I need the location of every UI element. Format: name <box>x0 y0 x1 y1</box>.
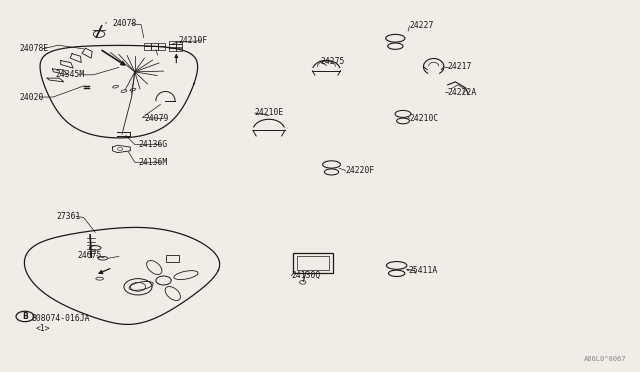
Text: 24222A: 24222A <box>448 88 477 97</box>
Text: 24345M: 24345M <box>55 70 84 79</box>
Text: 24136M: 24136M <box>138 158 167 167</box>
Text: 24020: 24020 <box>20 93 44 102</box>
Text: B: B <box>22 312 28 321</box>
Text: 25411A: 25411A <box>408 266 437 275</box>
Text: 24078: 24078 <box>113 19 137 28</box>
Text: 24227: 24227 <box>410 22 434 31</box>
Text: 24130Q: 24130Q <box>291 271 321 280</box>
Text: 24210C: 24210C <box>410 114 438 123</box>
Text: B08074-016JA: B08074-016JA <box>31 314 90 323</box>
Text: 24079: 24079 <box>145 114 169 123</box>
Text: 24210E: 24210E <box>255 109 284 118</box>
Text: 24075: 24075 <box>77 251 102 260</box>
Text: A86L0^0067: A86L0^0067 <box>584 356 627 362</box>
Text: 24217: 24217 <box>448 62 472 71</box>
Text: 24210F: 24210F <box>178 36 207 45</box>
Text: <1>: <1> <box>36 324 51 333</box>
Text: 24136G: 24136G <box>138 140 167 149</box>
Text: 24275: 24275 <box>320 57 344 65</box>
Text: 24078E: 24078E <box>20 44 49 53</box>
Text: 24220F: 24220F <box>346 166 375 175</box>
Text: 27361: 27361 <box>57 212 81 221</box>
